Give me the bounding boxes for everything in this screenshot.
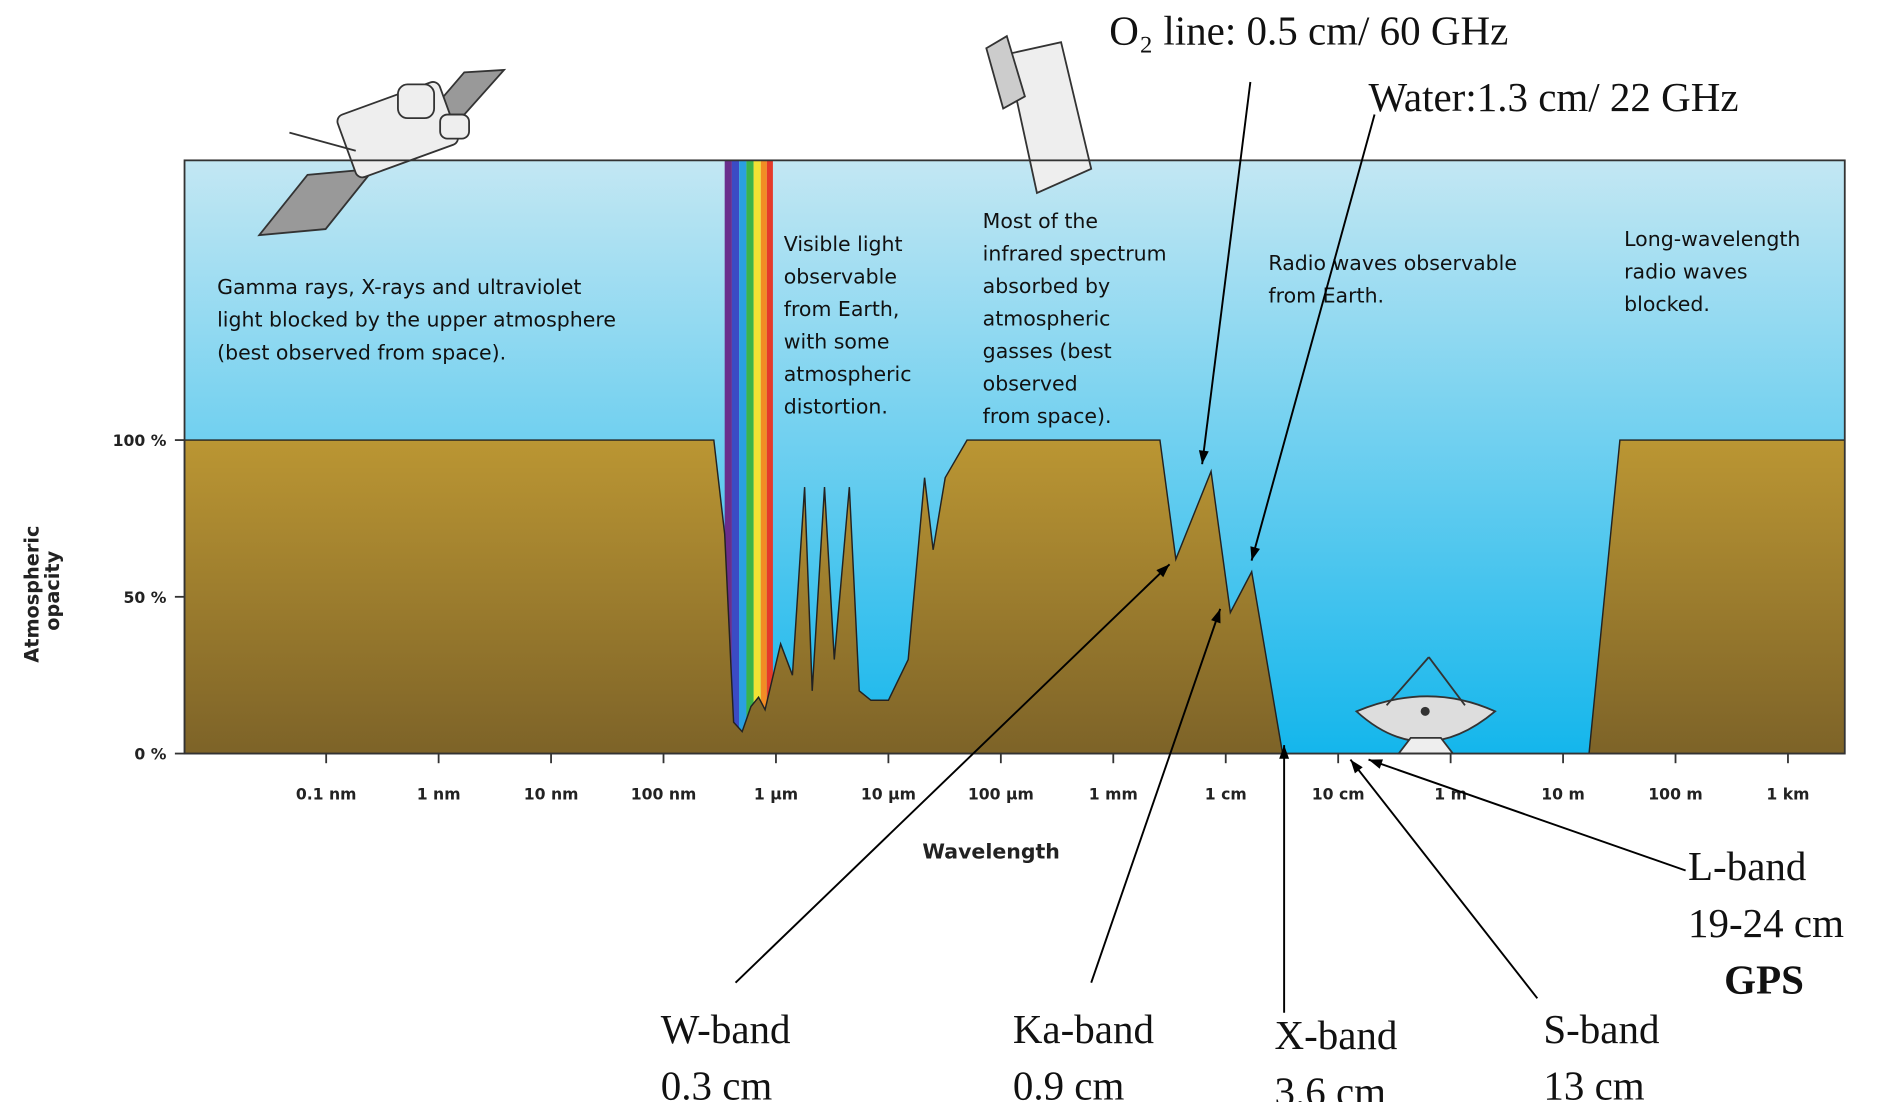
annotation-line: absorbed by — [983, 274, 1110, 298]
x-tick-label: 1 mm — [1089, 784, 1138, 803]
band-label: S-band 13 cm — [1543, 1006, 1659, 1102]
annotation-line: from Earth, — [784, 297, 900, 321]
annotation: Gamma rays, X-rays and ultraviolet light … — [217, 275, 616, 364]
telescope-icon — [985, 34, 1093, 195]
arrow-head — [1279, 745, 1290, 759]
line-label: O₂ line: 0.5 cm/ 60 GHz — [1109, 8, 1508, 54]
arrow — [1368, 758, 1686, 872]
opacity-area — [183, 439, 1846, 755]
band-label-line: Ka-band — [1013, 1006, 1154, 1052]
annotation-line: from space). — [983, 404, 1112, 428]
dish-icon — [1354, 656, 1497, 755]
band-label-line: S-band — [1543, 1006, 1659, 1052]
y-axis-label-line: Atmospheric — [21, 526, 44, 663]
band-label: L-band 19-24 cm GPS — [1688, 843, 1844, 1002]
annotation: Most of the infrared spectrum absorbed by a… — [983, 209, 1167, 428]
annotation-line: Long-wavelength — [1624, 227, 1800, 251]
x-tick-label: 1 nm — [417, 784, 461, 803]
arrow — [1349, 758, 1539, 999]
annotation-line: atmospheric — [983, 307, 1111, 331]
y-axis-label-line: opacity — [41, 550, 64, 630]
band-label-line: 0.3 cm — [661, 1063, 773, 1102]
visible-spectrum — [724, 160, 773, 734]
band-label-line: W-band — [661, 1006, 791, 1052]
x-tick-label: 1 cm — [1205, 784, 1247, 803]
arrow-head — [1211, 608, 1221, 624]
annotation-line: (best observed from space). — [217, 340, 506, 364]
annotation-line: Radio waves observable — [1268, 251, 1517, 275]
band-label-line: 13 cm — [1543, 1063, 1644, 1102]
plot-frame — [183, 159, 1846, 755]
x-tick-label: 10 nm — [524, 784, 579, 803]
band-label-line: 0.9 cm — [1013, 1063, 1125, 1102]
annotation-line: atmospheric — [784, 362, 912, 386]
y-axis-label: Atmospheric opacity — [21, 519, 64, 663]
annotation: Visible light observable from Earth, with s… — [784, 232, 912, 419]
annotation-line: observed — [983, 372, 1078, 396]
y-tick-label: 100 % — [113, 431, 167, 450]
arrow-head — [1350, 759, 1363, 774]
x-tick-label: 1 km — [1766, 784, 1809, 803]
band-label-line: GPS — [1724, 956, 1804, 1002]
x-tick-label: 100 nm — [631, 784, 697, 803]
band-label: W-band 0.3 cm — [661, 1006, 791, 1102]
annotation: Long-wavelength radio waves blocked. — [1624, 227, 1800, 316]
band-label-line: 3.6 cm — [1274, 1069, 1386, 1102]
band-label: Ka-band 0.9 cm — [1013, 1006, 1154, 1102]
line-label: Water:1.3 cm/ 22 GHz — [1369, 74, 1739, 120]
band-label-line: L-band — [1688, 843, 1806, 889]
arrow-head — [1156, 564, 1170, 578]
annotation-line: Visible light — [784, 232, 903, 256]
satellite-icon — [257, 68, 507, 237]
x-tick-label: 100 µm — [968, 784, 1034, 803]
x-tick-label: 10 cm — [1312, 784, 1365, 803]
arrow-head — [1250, 546, 1260, 561]
x-tick-label: 1 m — [1434, 784, 1467, 803]
arrow — [734, 563, 1171, 984]
annotation-line: with some — [784, 329, 890, 353]
x-tick-label: 1 µm — [754, 784, 798, 803]
x-tick-label: 100 m — [1648, 784, 1702, 803]
annotation-line: observable — [784, 264, 897, 288]
band-label: X-band 3.6 cm — [1274, 1012, 1397, 1102]
y-tick-label: 0 % — [134, 745, 166, 764]
annotation-line: Gamma rays, X-rays and ultraviolet — [217, 275, 581, 299]
arrow — [1201, 81, 1252, 465]
x-axis-label: Wavelength — [922, 839, 1059, 863]
annotation-line: gasses (best — [983, 339, 1112, 363]
annotation-line: distortion. — [784, 395, 888, 419]
band-label-line: X-band — [1274, 1012, 1397, 1058]
x-tick-label: 0.1 nm — [296, 784, 357, 803]
annotation-line: infrared spectrum — [983, 241, 1167, 265]
arrow — [1090, 608, 1222, 983]
x-tick-label: 10 m — [1541, 784, 1585, 803]
arrow-head — [1198, 450, 1209, 465]
arrow-head — [1368, 759, 1383, 769]
annotation: Radio waves observable from Earth. — [1268, 251, 1517, 308]
annotation-line: radio waves — [1624, 260, 1747, 284]
band-label-line: 19-24 cm — [1688, 900, 1844, 946]
arrow — [1250, 114, 1376, 561]
x-tick-label: 10 µm — [861, 784, 916, 803]
annotation-line: Most of the — [983, 209, 1098, 233]
y-tick-label: 50 % — [124, 588, 167, 607]
annotation-line: blocked. — [1624, 292, 1710, 316]
annotation-line: light blocked by the upper atmosphere — [217, 308, 616, 332]
